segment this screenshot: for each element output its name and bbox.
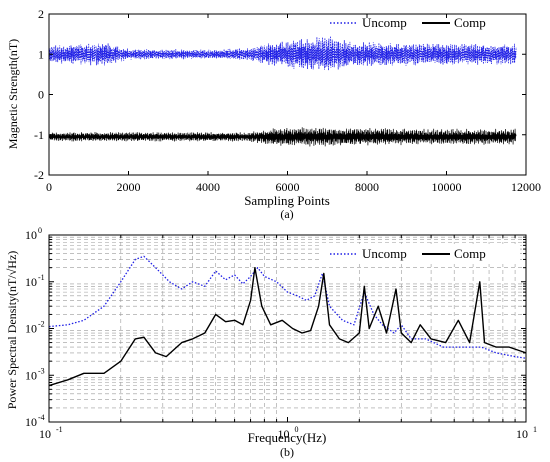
b-y-tick-label: 10 <box>25 275 37 289</box>
a-series <box>48 36 517 147</box>
a-legend-comp-label: Comp <box>454 15 486 30</box>
b-caption: (b) <box>280 445 294 459</box>
b-y-tick-exponent: -3 <box>38 366 45 375</box>
b-y-tick-exponent: -4 <box>38 413 45 422</box>
b-series <box>48 255 527 387</box>
b-x-tick-exponent: 1 <box>533 425 537 434</box>
b-y-tick-label: 10 <box>25 368 37 382</box>
a-ticks <box>48 13 527 176</box>
b-x-tick-label: 10 <box>516 427 528 441</box>
b-series-uncomp <box>48 255 527 359</box>
b-y-tick-exponent: -2 <box>38 320 45 329</box>
b-legend-uncomp-label: Uncomp <box>362 246 407 261</box>
a-y-tick-label: 2 <box>38 7 44 21</box>
a-y-tick-label: 1 <box>38 47 44 61</box>
a-y-tick-label: 0 <box>38 88 44 102</box>
a-x-tick-labels: 0 2000 4000 6000 8000 10000 12000 <box>46 180 541 194</box>
b-x-tick-label: 10 <box>39 427 51 441</box>
a-x-tick-label: 12000 <box>511 180 541 194</box>
a-x-tick-label: 10000 <box>432 180 462 194</box>
b-x-axis-label: Frequency(Hz) <box>248 430 327 445</box>
a-legend: Uncomp Comp <box>330 15 486 30</box>
a-x-tick-label: 0 <box>46 180 52 194</box>
a-series-uncomp <box>48 36 517 71</box>
b-ticks <box>48 235 526 423</box>
a-x-axis-label: Sampling Points <box>244 193 330 208</box>
a-y-tick-labels: -2 -1 0 1 2 <box>34 7 44 182</box>
b-grid <box>49 235 526 422</box>
a-x-tick-label: 8000 <box>355 180 379 194</box>
a-series-comp <box>48 127 517 147</box>
a-x-tick-label: 2000 <box>117 180 141 194</box>
a-caption: (a) <box>280 207 293 221</box>
b-y-tick-label: 10 <box>25 228 37 242</box>
a-y-axis-label: Magnetic Strength(nT) <box>6 39 20 149</box>
b-series-comp <box>48 267 527 387</box>
b-x-tick-exponent: -1 <box>56 425 63 434</box>
b-y-tick-label: 10 <box>25 322 37 336</box>
b-y-tick-exponent: -1 <box>38 273 45 282</box>
b-legend-comp-label: Comp <box>454 246 486 261</box>
b-x-tick-label: 10 <box>278 427 290 441</box>
a-y-tick-label: -1 <box>34 128 44 142</box>
chart-time-series: 0 2000 4000 6000 8000 10000 12000 -2 -1 0 1 2 Unco… <box>6 7 541 221</box>
a-legend-uncomp-label: Uncomp <box>362 15 407 30</box>
b-y-tick-label: 10 <box>25 415 37 429</box>
b-legend: Uncomp Comp <box>322 244 520 264</box>
a-plot-frame <box>48 13 527 176</box>
b-y-axis-label: Power Spectral Density(nT/√Hz) <box>5 251 19 410</box>
a-x-tick-label: 4000 <box>196 180 220 194</box>
b-x-tick-labels: 10 -1 10 0 10 1 <box>39 425 537 441</box>
b-x-tick-exponent: 0 <box>295 425 299 434</box>
b-legend-background <box>322 244 520 264</box>
a-y-tick-label: -2 <box>34 168 44 182</box>
b-y-tick-exponent: 0 <box>38 226 42 235</box>
a-x-tick-label: 6000 <box>276 180 300 194</box>
